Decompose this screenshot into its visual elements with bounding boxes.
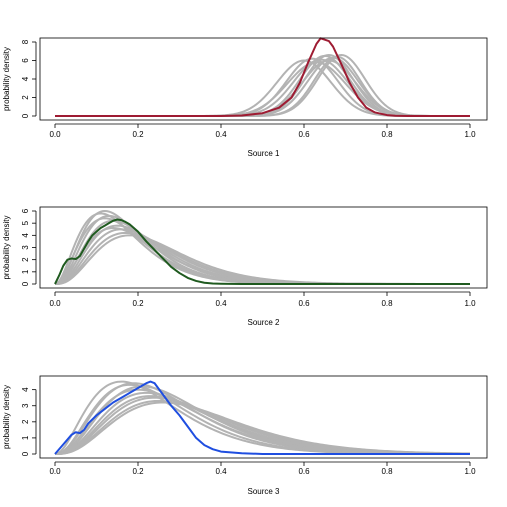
y-tick-label: 6 — [21, 58, 30, 63]
x-tick-label: 0.8 — [381, 467, 393, 476]
x-tick-label: 0.2 — [132, 130, 144, 139]
y-tick-label: 3 — [21, 245, 30, 250]
y-tick-label: 5 — [21, 220, 30, 225]
x-tick-label: 0.4 — [215, 467, 227, 476]
x-tick-label: 0.8 — [381, 130, 393, 139]
y-axis-label: probability density — [2, 385, 11, 449]
y-tick-label: 0 — [21, 281, 30, 286]
x-axis-label: Source 3 — [247, 487, 280, 496]
background-density-line — [54, 401, 471, 455]
y-axis-label: probability density — [2, 47, 11, 111]
y-tick-label: 0 — [21, 113, 30, 118]
y-tick-label: 4 — [21, 233, 30, 238]
background-density-line — [54, 231, 470, 285]
plot-frame — [39, 37, 488, 121]
y-tick-label: 6 — [21, 208, 30, 213]
x-tick-label: 0.2 — [132, 467, 144, 476]
x-tick-label: 1.0 — [464, 467, 476, 476]
x-tick-label: 0.0 — [49, 467, 61, 476]
density-panel-source-3: 0.0 0.2 0.4 0.6 0.8 1.0 0 1 2 3 4 Source 3 probabili… — [2, 375, 488, 496]
background-density-line — [54, 234, 470, 285]
plot-frame — [39, 375, 488, 459]
x-tick-label: 0.4 — [215, 299, 227, 308]
x-tick-label: 0.2 — [132, 299, 144, 308]
y-tick-label: 2 — [21, 95, 30, 100]
density-panel-source-1: 0.0 0.2 0.4 0.6 0.8 1.0 0 2 4 6 8 Source 1 probabili… — [2, 37, 488, 158]
x-tick-label: 0.0 — [49, 299, 61, 308]
y-tick-label: 4 — [21, 76, 30, 81]
y-tick-label: 0 — [21, 451, 30, 456]
x-tick-label: 1.0 — [464, 299, 476, 308]
background-density-line — [54, 227, 470, 285]
x-tick-label: 1.0 — [464, 130, 476, 139]
y-tick-label: 4 — [21, 387, 30, 392]
y-axis-label: probability density — [2, 215, 11, 279]
x-tick-label: 0.8 — [381, 299, 393, 308]
y-tick-label: 1 — [21, 269, 30, 274]
x-tick-label: 0.6 — [298, 467, 310, 476]
y-tick-label: 2 — [21, 419, 30, 424]
density-panel-source-2: 0.0 0.2 0.4 0.6 0.8 1.0 0 1 2 3 4 5 6 Source 2 probabi… — [2, 206, 488, 327]
background-density-line — [54, 395, 471, 455]
plot-frame — [39, 206, 488, 289]
x-tick-label: 0.6 — [298, 299, 310, 308]
y-tick-label: 2 — [21, 257, 30, 262]
x-tick-label: 0.4 — [215, 130, 227, 139]
x-axis-label: Source 2 — [247, 318, 280, 327]
x-tick-label: 0.0 — [49, 130, 61, 139]
background-density-line — [54, 212, 470, 285]
x-tick-label: 0.6 — [298, 130, 310, 139]
y-tick-label: 1 — [21, 435, 30, 440]
y-tick-label: 3 — [21, 403, 30, 408]
highlight-density-line — [54, 380, 470, 455]
y-tick-label: 8 — [21, 39, 30, 44]
x-axis-label: Source 1 — [247, 149, 280, 158]
highlight-density-line — [55, 37, 470, 117]
highlight-density-line — [54, 218, 470, 285]
